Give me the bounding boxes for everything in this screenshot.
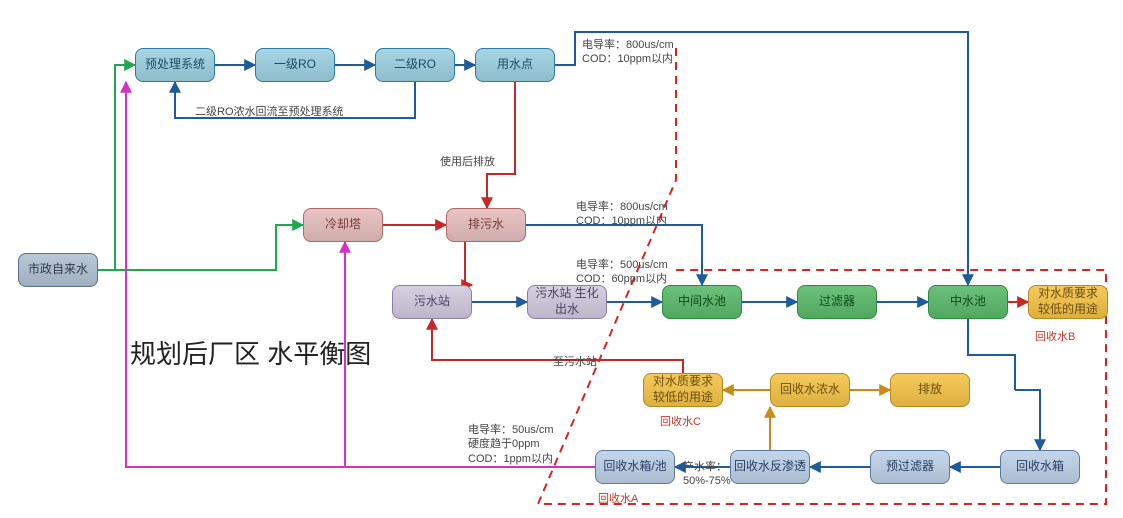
node-ro2: 二级RO <box>375 48 455 82</box>
node-conc: 回收水浓水 <box>770 373 850 407</box>
edge-a_to_tower <box>115 225 303 270</box>
node-greyt: 中水池 <box>928 285 1008 319</box>
label-l11: 电导率：50us/cm 硬度趋于0ppm COD：1ppm以内 <box>468 423 554 466</box>
edge-a_use_top <box>555 32 968 285</box>
node-usebq: 对水质要求 较低的用途 <box>1028 285 1108 319</box>
label-l6: 至污水站 <box>553 355 597 369</box>
label-l1: 电导率：800us/cm COD：10ppm以内 <box>582 38 674 67</box>
label-l9: 回收水A <box>598 492 638 506</box>
node-blow: 排污水 <box>446 208 526 242</box>
edge-a_use_drain <box>487 82 515 208</box>
node-rbox: 回收水箱 <box>1000 450 1080 484</box>
edge-a_rtank_pre <box>126 82 595 467</box>
label-l5: 电导率：500us/cm COD：60ppm以内 <box>576 258 668 287</box>
label-l8: 回收水C <box>660 415 701 429</box>
node-use: 用水点 <box>475 48 555 82</box>
node-muni: 市政自来水 <box>18 253 98 287</box>
edge-a_blow_wwtp <box>465 242 472 285</box>
node-wwtp: 污水站 <box>392 285 472 319</box>
label-l4: 电导率：800us/cm COD：10ppm以内 <box>576 200 668 229</box>
label-l7: 回收水B <box>1035 330 1075 344</box>
node-mid: 中间水池 <box>662 285 742 319</box>
node-pretreat: 预处理系统 <box>135 48 215 82</box>
node-prefil: 预过滤器 <box>870 450 950 484</box>
node-usecq: 对水质要求 较低的用途 <box>643 373 723 407</box>
node-disch: 排放 <box>890 373 970 407</box>
node-ro1: 一级RO <box>255 48 335 82</box>
edge-a_grey_down <box>968 319 1015 390</box>
node-rtank: 回收水箱/池 <box>595 450 675 484</box>
edge-a_grey_rbox <box>1015 390 1040 450</box>
diagram-canvas: 市政自来水 预处理系统 一级RO 二级RO 用水点冷却塔 排污水污水站 污水站 生化出水 中间… <box>0 0 1123 518</box>
node-filter: 过滤器 <box>797 285 877 319</box>
label-l2: 二级RO浓水回流至预处理系统 <box>195 105 344 119</box>
node-rro: 回收水反渗透 <box>730 450 810 484</box>
edge-a_to_pre <box>115 65 135 270</box>
label-l3: 使用后排放 <box>440 155 495 169</box>
diagram-title: 规划后厂区 水平衡图 <box>130 335 371 374</box>
node-bio: 污水站 生化出水 <box>527 285 607 319</box>
node-tower: 冷却塔 <box>303 208 383 242</box>
label-l10: 产水率： 50%-75% <box>683 460 731 489</box>
